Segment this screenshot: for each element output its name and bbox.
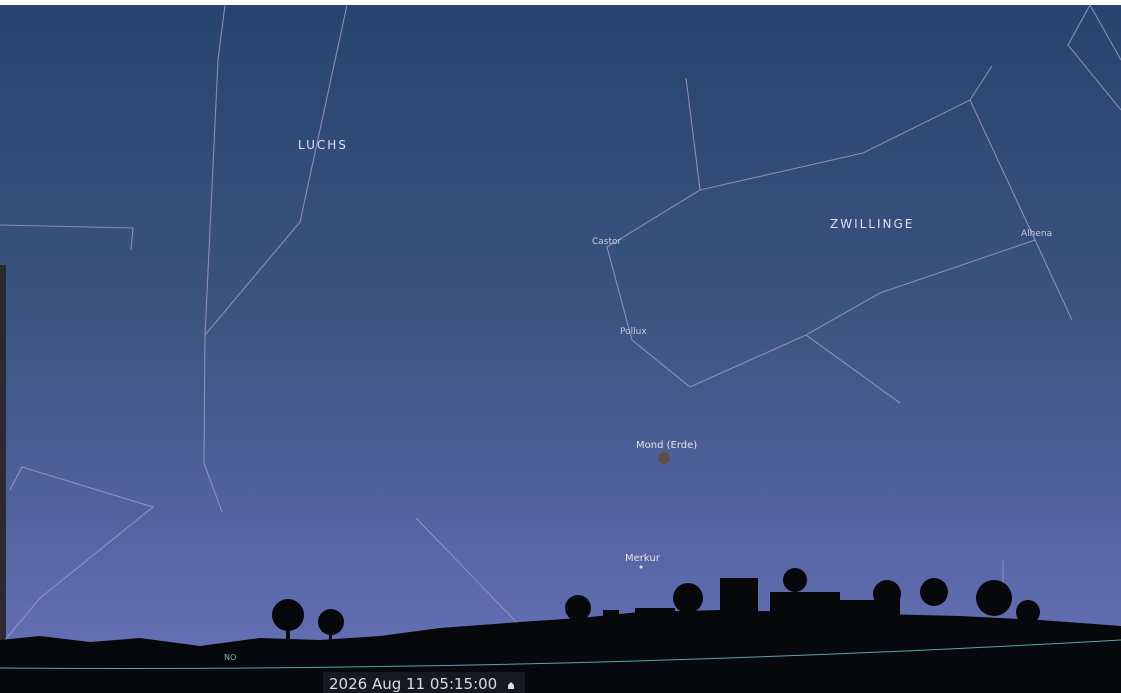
constellation-label[interactable]: ZWILLINGE: [830, 217, 914, 231]
planet-label[interactable]: Mond (Erde): [636, 440, 697, 451]
star-label[interactable]: Castor: [592, 237, 622, 247]
side-panel: [0, 265, 6, 665]
planet-label[interactable]: Merkur: [625, 553, 661, 564]
sky-view: LUCHS ZWILLINGE Castor Pollux Alhena Mon…: [0, 0, 1121, 693]
constellation-label[interactable]: LUCHS: [298, 138, 348, 152]
moon[interactable]: [658, 452, 670, 464]
star-label[interactable]: Alhena: [1021, 229, 1052, 239]
datetime[interactable]: 2026 Aug 11 05:15:00: [329, 675, 497, 693]
mercury[interactable]: [640, 566, 643, 569]
star-label[interactable]: Pollux: [620, 327, 647, 337]
compass-label: NO: [224, 653, 236, 662]
